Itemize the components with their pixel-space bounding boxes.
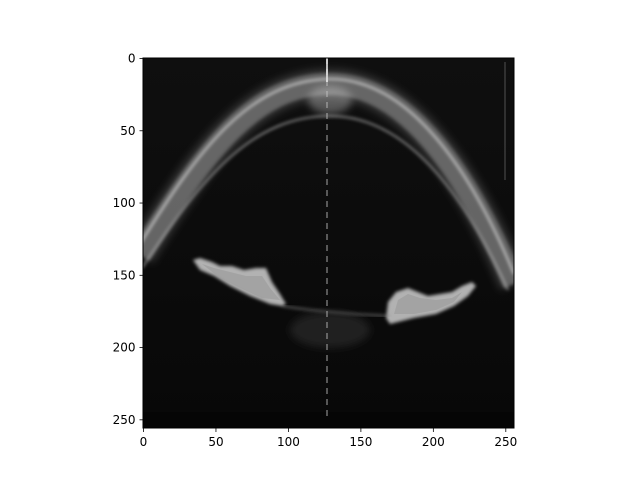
iris-left-core bbox=[202, 264, 280, 300]
iris-right-core bbox=[394, 292, 462, 314]
x-axis: 0 50 100 150 200 250 bbox=[140, 428, 517, 449]
x-tick-label: 250 bbox=[494, 435, 517, 449]
oct-image bbox=[143, 58, 514, 428]
y-tick-label: 200 bbox=[113, 341, 136, 355]
cornea-inner-edge bbox=[143, 115, 509, 291]
y-axis: 0 50 100 150 200 250 bbox=[113, 52, 144, 427]
axes-frame bbox=[142, 57, 515, 429]
x-tick-label: 200 bbox=[422, 435, 445, 449]
cornea-outer-edge bbox=[143, 77, 514, 275]
y-tick-label: 0 bbox=[128, 52, 136, 66]
cornea-apex-highlight bbox=[308, 86, 352, 114]
y-tick-label: 50 bbox=[120, 124, 135, 138]
y-tick-label: 100 bbox=[113, 196, 136, 210]
y-tick-label: 150 bbox=[113, 268, 136, 282]
cornea-band bbox=[143, 72, 514, 289]
lens-glow bbox=[290, 312, 370, 348]
x-tick-label: 50 bbox=[208, 435, 223, 449]
y-tick-label: 250 bbox=[113, 413, 136, 427]
bottom-band bbox=[143, 412, 514, 428]
x-tick-label: 100 bbox=[277, 435, 300, 449]
x-tick-label: 150 bbox=[349, 435, 372, 449]
image-background bbox=[143, 58, 514, 428]
x-tick-label: 0 bbox=[140, 435, 148, 449]
